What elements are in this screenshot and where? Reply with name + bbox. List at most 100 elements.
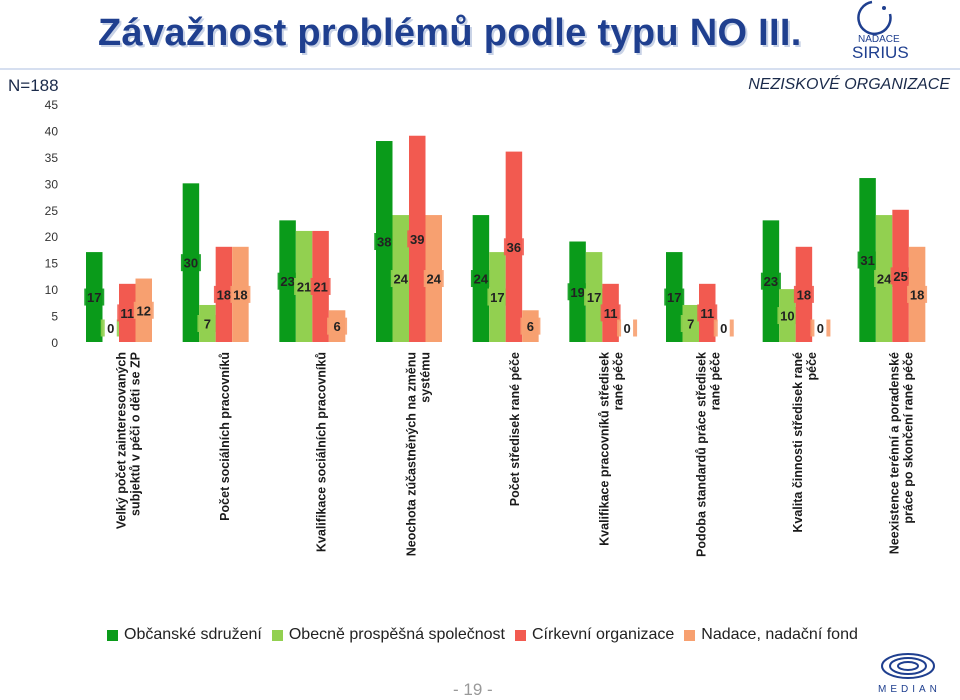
sirius-logo-line2: SIRIUS [852,43,909,60]
x-category-label: Počet středisek rané péče [508,352,522,506]
data-label: 17 [84,288,105,306]
data-label: 0 [713,319,734,337]
svg-text:10: 10 [780,309,794,324]
svg-text:17: 17 [490,290,504,305]
x-category-label: Podoba standardů práce středisek rané péč… [694,352,722,557]
data-label: 6 [327,317,348,335]
x-category-label: Kvalita činnosti středisek rané péče [791,352,819,533]
bar [425,215,442,342]
svg-text:Kvalifikace pracovníků středis: Kvalifikace pracovníků středisek [598,352,612,546]
svg-text:Neochota zúčastněných na změnu: Neochota zúčastněných na změnu [404,352,418,556]
bar [699,283,716,342]
svg-text:11: 11 [604,306,618,321]
svg-text:39: 39 [410,232,424,247]
svg-text:subjektů v péči o děti se ZP: subjektů v péči o děti se ZP [128,352,142,516]
svg-text:7: 7 [204,316,211,331]
y-tick-label: 35 [45,151,59,165]
svg-text:24: 24 [877,272,892,287]
svg-text:21: 21 [313,279,327,294]
svg-text:23: 23 [280,274,294,289]
data-label: 17 [664,288,685,306]
data-label: 6 [520,317,541,335]
svg-text:Podoba standardů práce středis: Podoba standardů práce středisek [694,352,708,557]
legend-swatch [515,629,526,641]
bar [779,289,796,342]
y-tick-label: 5 [51,310,58,324]
data-label: 24 [470,270,491,288]
legend-label: Obecně prospěšná společnost [288,626,505,643]
legend-label: Církevní organizace [532,626,675,643]
bar [682,304,699,342]
legend-item: Nadace, nadační fond [684,626,858,644]
data-label: 0 [810,319,831,337]
svg-text:18: 18 [217,287,231,302]
legend-swatch [271,629,283,641]
svg-text:18: 18 [797,287,811,302]
bar [585,252,603,342]
data-label: 0 [100,319,121,337]
bar [908,246,926,342]
svg-text:19: 19 [570,285,584,300]
bar [215,246,233,342]
legend-item: Občanské sdružení [107,626,262,644]
data-label: 7 [680,314,701,332]
svg-text:23: 23 [764,274,778,289]
svg-text:11: 11 [700,306,714,321]
chart-legend: Občanské sdružení Obecně prospěšná společ… [107,626,868,646]
bar [135,278,152,342]
bar [762,220,780,342]
bar [875,215,893,342]
legend-label: Nadace, nadační fond [701,626,858,643]
bar [892,209,909,342]
bar [795,246,813,342]
bar [328,310,346,342]
bar [86,252,103,342]
organization-type-label: NEZISKOVÉ ORGANIZACE [748,76,950,93]
svg-text:rané péče: rané péče [612,352,626,410]
svg-text:31: 31 [860,253,874,268]
svg-text:0: 0 [107,321,114,336]
bar [312,230,329,342]
x-category-label: Neochota zúčastněných na změnu systému [404,352,432,556]
bar [392,215,409,342]
bar [489,252,506,342]
svg-text:0: 0 [623,321,630,336]
svg-text:Počet sociálních pracovníků: Počet sociálních pracovníků [218,352,232,521]
x-category-label: Velký počet zainteresovaných subjektů v p… [114,352,142,529]
legend-swatch [107,629,118,641]
svg-text:6: 6 [527,319,534,334]
x-category-label: Kvalifikace pracovníků středisek rané péč… [598,352,626,546]
y-tick-label: 15 [45,257,59,271]
data-label: 39 [407,230,428,248]
data-label: 24 [390,270,411,288]
y-tick-label: 10 [45,283,59,297]
svg-text:0: 0 [817,321,824,336]
y-tick-label: 0 [51,336,58,350]
data-label: 30 [180,254,201,272]
bar [602,283,619,342]
data-label: 18 [907,285,928,303]
svg-text:21: 21 [297,279,311,294]
data-label: 10 [777,307,798,325]
y-tick-label: 30 [45,177,59,191]
svg-text:péče: péče [805,352,819,381]
data-label: 18 [230,285,251,303]
data-label: 38 [374,233,395,251]
y-tick-label: 40 [45,124,59,138]
y-tick-label: 45 [45,98,59,112]
data-label: 0 [617,319,638,337]
data-label: 17 [487,288,508,306]
svg-text:Kvalita činnosti středisek ran: Kvalita činnosti středisek rané [791,352,805,533]
svg-text:38: 38 [377,235,391,250]
sample-size-label: N=188 [8,76,59,95]
page-title: Závažnost problémů podle typu NO III. [98,12,802,54]
data-label: 17 [584,288,605,306]
data-label: 11 [600,304,621,322]
svg-text:Počet středisek rané péče: Počet středisek rané péče [508,352,522,506]
svg-text:17: 17 [667,290,681,305]
data-label: 23 [760,272,781,290]
y-tick-label: 25 [45,204,59,218]
svg-text:18: 18 [910,287,924,302]
svg-text:7: 7 [687,316,694,331]
